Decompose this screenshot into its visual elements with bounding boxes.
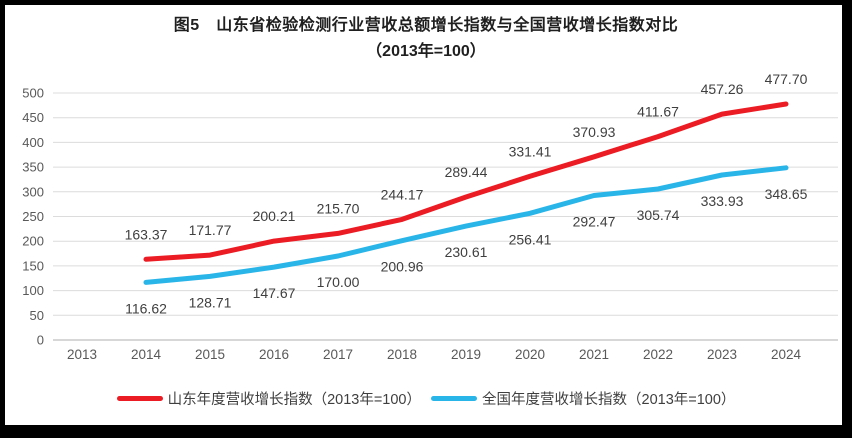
- chart-subtitle: （2013年=100）: [366, 43, 486, 60]
- data-label: 170.00: [317, 274, 360, 290]
- data-label: 215.70: [317, 200, 360, 216]
- legend-item-national[interactable]: 全国年度营收增长指数（2013年=100）: [431, 388, 735, 409]
- y-axis-tick-label: 100: [22, 283, 44, 298]
- data-label: 256.41: [509, 231, 552, 247]
- data-label: 305.74: [637, 207, 680, 223]
- y-axis-tick-label: 0: [37, 333, 44, 348]
- data-label: 333.93: [701, 193, 744, 209]
- y-axis-tick-label: 250: [22, 209, 44, 224]
- y-axis-tick-label: 500: [22, 86, 44, 101]
- data-label: 348.65: [765, 186, 808, 202]
- series-line-0[interactable]: [143, 101, 789, 262]
- x-axis-tick-label: 2013: [67, 347, 97, 362]
- data-label: 171.77: [189, 222, 232, 238]
- x-axis-tick-label: 2024: [771, 347, 802, 362]
- x-axis-tick-label: 2023: [707, 347, 737, 362]
- series-line-1[interactable]: [143, 165, 789, 285]
- legend-item-shandong[interactable]: 山东年度营收增长指数（2013年=100）: [116, 388, 421, 409]
- x-axis-tick-label: 2020: [515, 347, 545, 362]
- data-label: 200.21: [253, 208, 296, 224]
- data-label: 477.70: [765, 71, 808, 87]
- data-label: 147.67: [253, 285, 296, 301]
- data-label: 200.96: [381, 259, 424, 275]
- y-axis-tick-label: 300: [22, 184, 44, 199]
- x-axis-tick-label: 2014: [131, 347, 162, 362]
- data-label: 116.62: [125, 300, 167, 316]
- legend-swatch-national: [431, 396, 477, 401]
- data-label: 292.47: [573, 214, 616, 230]
- x-axis-tick-label: 2015: [195, 347, 225, 362]
- x-axis-tick-label: 2019: [451, 347, 481, 362]
- y-axis-tick-label: 200: [22, 234, 44, 249]
- x-axis-tick-label: 2018: [387, 347, 417, 362]
- data-label: 163.37: [125, 226, 168, 242]
- y-axis-tick-label: 400: [22, 135, 44, 150]
- chart-legend: 山东年度营收增长指数（2013年=100） 全国年度营收增长指数（2013年=1…: [0, 388, 852, 409]
- data-label: 370.93: [573, 124, 616, 140]
- data-label: 230.61: [445, 244, 488, 260]
- y-axis-tick-label: 50: [30, 308, 44, 323]
- y-axis-tick-label: 150: [22, 258, 44, 273]
- x-axis-tick-label: 2016: [259, 347, 289, 362]
- chart-canvas: [5, 5, 842, 425]
- data-label: 128.71: [189, 294, 232, 310]
- data-label: 331.41: [509, 143, 552, 159]
- legend-label-national: 全国年度营收增长指数（2013年=100）: [482, 392, 736, 408]
- data-label: 289.44: [445, 164, 488, 180]
- x-axis-tick-label: 2017: [323, 347, 353, 362]
- data-label: 244.17: [381, 186, 424, 202]
- legend-swatch-shandong: [116, 396, 163, 401]
- data-label: 457.26: [701, 81, 744, 97]
- x-axis-tick-label: 2022: [643, 347, 673, 362]
- data-label: 411.67: [637, 104, 679, 120]
- x-axis-tick-label: 2021: [579, 347, 609, 362]
- legend-label-shandong: 山东年度营收增长指数（2013年=100）: [167, 392, 421, 408]
- chart-title: 图5 山东省检验检测行业营收总额增长指数与全国营收增长指数对比: [173, 17, 679, 34]
- y-axis-tick-label: 450: [22, 110, 44, 125]
- y-axis-tick-label: 350: [22, 160, 44, 175]
